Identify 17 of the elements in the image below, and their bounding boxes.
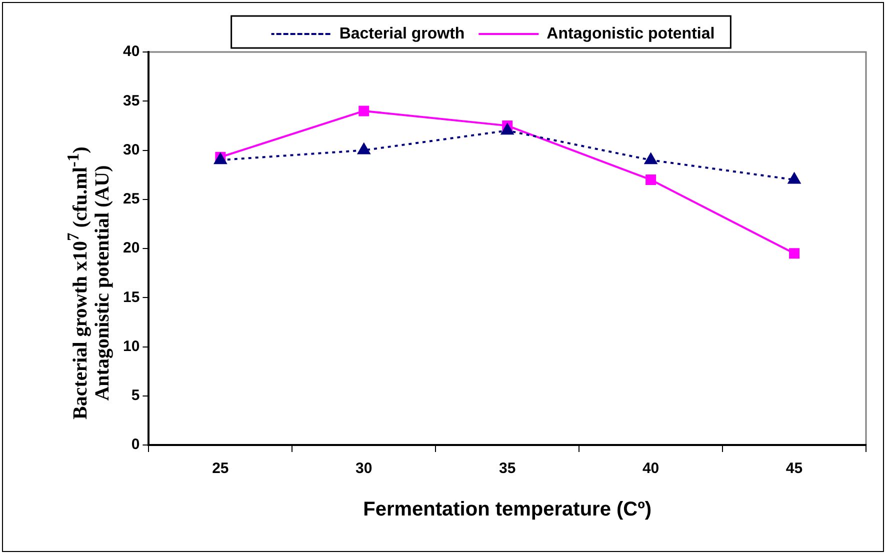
y-tick-label: 40 (122, 43, 140, 60)
legend-label: Bacterial growth (339, 25, 465, 42)
y-tick-label: 25 (122, 190, 140, 208)
y-tick-label: 0 (131, 436, 140, 454)
x-tick-label: 25 (212, 460, 229, 478)
y-tick-label: 35 (122, 92, 140, 110)
x-tick-label: 40 (642, 460, 660, 478)
y-tick-label: 5 (131, 387, 140, 404)
y-tick-label: 10 (122, 338, 140, 355)
y-tick-label: 15 (122, 288, 140, 306)
y-tick-label: 20 (122, 240, 140, 257)
legend-label: Antagonistic potential (546, 25, 715, 42)
x-tick-label: 35 (499, 460, 516, 478)
y-tick-label: 30 (122, 141, 140, 158)
x-tick-label: 30 (356, 460, 372, 478)
x-axis-title: Fermentation temperature (Cº) (363, 498, 652, 521)
x-tick-label: 45 (786, 460, 803, 478)
